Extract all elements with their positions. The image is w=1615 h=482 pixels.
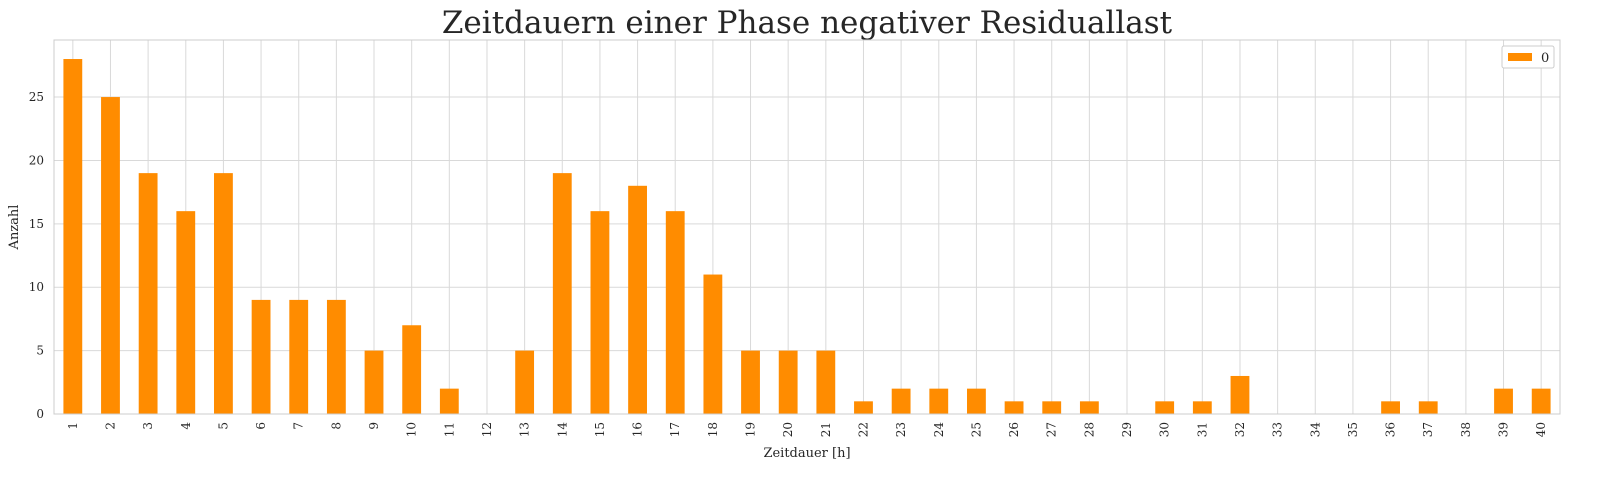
bar-5 [214,173,233,414]
bar-15 [590,211,610,414]
bar-17 [665,211,685,414]
bars [63,59,1551,415]
x-tick-label: 15 [593,422,607,437]
y-tick-label: 20 [29,153,44,167]
bar-11 [439,388,459,414]
x-tick-label: 8 [329,422,343,430]
bar-6 [251,299,271,414]
x-tick-label: 1 [66,422,80,430]
x-tick-label: 30 [1158,422,1172,437]
bar-25 [967,388,986,414]
bar-20 [778,350,798,414]
x-tick-label: 23 [894,422,908,437]
y-tick-label: 10 [29,280,44,294]
x-tick-label: 7 [292,422,306,430]
x-tick-label: 35 [1346,422,1360,437]
bar-21 [816,350,836,414]
y-tick-label: 15 [29,217,44,231]
bar-30 [1155,401,1175,414]
x-tick-label: 2 [103,422,117,430]
x-tick-label: 5 [216,422,230,430]
bar-13 [515,350,535,414]
x-tick-label: 26 [1007,422,1021,437]
bar-23 [891,388,911,414]
x-tick-label: 4 [179,422,193,430]
x-tick-label: 19 [744,422,758,437]
x-tick-label: 13 [518,422,532,437]
bar-19 [741,350,760,414]
bar-3 [138,173,158,414]
x-tick-label: 11 [442,422,456,437]
x-tick-labels: 1 2 3 4 5 6 7 8 9 10 11 12 13 14 15 16 17 18 19 20 21 22 23 24 2… [66,422,1548,438]
bar-39 [1494,388,1513,414]
bar-2 [101,97,120,415]
x-tick-label: 25 [969,422,983,437]
y-tick-label: 5 [36,344,44,358]
bar-14 [552,173,572,414]
x-tick-label: 21 [819,422,833,437]
bar-37 [1418,401,1438,414]
x-tick-label: 9 [367,422,381,430]
bar-1 [63,59,83,415]
x-tick-label: 27 [1045,422,1059,437]
x-axis-label: Zeitdauer [h] [763,446,850,461]
x-tick-label: 32 [1233,422,1247,437]
x-tick-label: 34 [1308,422,1322,438]
bar-16 [628,185,647,414]
bar-24 [929,388,949,414]
bar-36 [1381,401,1400,414]
plot-frame [53,39,1561,415]
x-tick-label: 3 [141,422,155,430]
x-tick-label: 6 [254,422,268,430]
x-tick-label: 36 [1384,422,1398,437]
bar-40 [1531,388,1551,414]
x-tick-label: 29 [1120,422,1134,437]
x-tick-label: 24 [932,422,946,438]
bar-8 [326,299,346,414]
x-tick-label: 28 [1082,422,1096,437]
x-tick-label: 16 [631,422,645,437]
x-tick-label: 40 [1534,422,1548,437]
bar-31 [1192,401,1212,414]
x-tick-label: 18 [706,422,720,437]
x-tick-label: 22 [856,422,870,437]
y-tick-label: 0 [36,407,44,421]
x-tick-label: 12 [480,422,494,437]
x-tick-label: 39 [1497,422,1511,437]
x-tick-label: 14 [555,422,569,438]
x-tick-label: 33 [1271,422,1285,437]
bar-4 [176,211,196,414]
bar-22 [854,401,873,414]
x-tick-label: 38 [1459,422,1473,437]
legend: 0 [1501,45,1555,69]
x-tick-label: 20 [781,422,795,437]
x-tick-label: 17 [668,422,682,437]
legend-label: 0 [1541,51,1549,66]
x-tick-label: 10 [405,422,419,437]
bar-10 [402,325,422,414]
x-tick-label: 31 [1195,422,1209,437]
bar-27 [1042,401,1062,414]
chart-title: Zeitdauern einer Phase negativer Residua… [442,5,1173,41]
bar-7 [289,299,309,414]
y-axis-label: Anzahl [7,205,22,251]
y-tick-label: 25 [29,90,44,104]
bar-28 [1079,401,1099,414]
bar-26 [1004,401,1024,414]
bar-9 [364,350,384,414]
x-tick-label: 37 [1421,422,1435,437]
bar-32 [1230,375,1250,414]
bar-18 [703,274,723,414]
legend-swatch [1508,53,1532,61]
y-tick-labels: 0 5 10 15 20 25 [29,90,44,421]
